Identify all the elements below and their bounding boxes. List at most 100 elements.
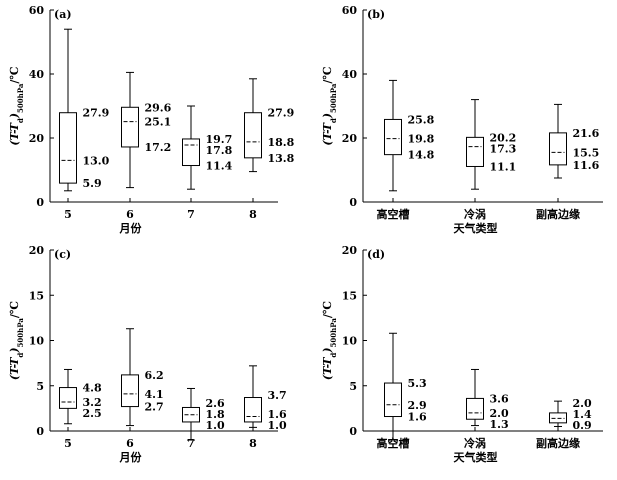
panel-label: (d) xyxy=(367,248,385,261)
x-category-label: 8 xyxy=(249,208,257,221)
box-3: 2.01.40.9 xyxy=(549,397,592,432)
value-label-q3: 5.3 xyxy=(408,377,427,390)
value-label-q1: 2.7 xyxy=(145,401,164,414)
value-label-q3: 20.2 xyxy=(490,131,517,144)
box-iqr xyxy=(384,118,402,156)
value-label-q1: 0.9 xyxy=(573,419,592,432)
value-label-median: 25.1 xyxy=(145,116,172,129)
x-axis-title: 月份 xyxy=(119,221,143,235)
value-label-median: 1.6 xyxy=(268,408,287,421)
y-tick-label: 10 xyxy=(342,335,358,348)
x-category-label: 高空槽 xyxy=(377,436,410,450)
value-label-q3: 2.0 xyxy=(573,397,592,410)
box-2: 6.2 4.12.7 xyxy=(121,328,164,427)
x-category-label: 副高边缘 xyxy=(536,207,580,221)
value-label-median: 3.2 xyxy=(83,396,102,409)
y-tick-label: 60 xyxy=(342,4,358,17)
box-1: 25.8 19.8 14.8 xyxy=(384,79,435,192)
value-label-median: 17.3 xyxy=(490,142,517,155)
y-tick-label: 20 xyxy=(342,244,358,257)
x-axis-title: 天气类型 xyxy=(454,450,498,464)
value-label-q1: 1.0 xyxy=(268,419,287,432)
y-tick-label: 0 xyxy=(36,425,44,438)
x-category-label: 7 xyxy=(187,208,195,221)
x-category-label: 7 xyxy=(187,437,195,450)
y-tick-label: 15 xyxy=(342,289,357,302)
y-tick-label: 0 xyxy=(349,425,357,438)
value-label-median: 15.5 xyxy=(573,146,600,159)
y-axis-title: (T-Td)500hPa/℃ xyxy=(321,301,338,380)
value-label-median: 19.8 xyxy=(408,133,435,146)
value-label-q1: 13.8 xyxy=(268,152,295,165)
x-category-label: 高空槽 xyxy=(377,207,410,221)
x-category-label: 5 xyxy=(64,208,72,221)
value-label-median: 18.8 xyxy=(268,136,295,149)
value-label-q1: 11.6 xyxy=(573,159,600,172)
box-1: 5.3 2.91.6 xyxy=(384,332,427,441)
value-label-median: 2.9 xyxy=(408,399,427,412)
panel-label: (b) xyxy=(367,8,385,21)
value-label-median: 2.0 xyxy=(490,407,509,420)
value-label-q3: 21.6 xyxy=(573,127,600,140)
y-tick-label: 0 xyxy=(349,196,357,209)
box-3: 19.717.8 11.4 xyxy=(182,105,233,190)
value-label-q1: 1.0 xyxy=(206,419,225,432)
box-iqr xyxy=(59,112,77,184)
x-axis-title: 月份 xyxy=(119,450,143,464)
box-iqr xyxy=(121,106,139,148)
x-category-label: 副高边缘 xyxy=(536,436,580,450)
y-axis-title: (T-Td)500hPa/℃ xyxy=(8,301,25,380)
box-iqr xyxy=(244,397,262,423)
y-tick-label: 0 xyxy=(36,196,44,209)
value-label-q3: 4.8 xyxy=(83,382,102,395)
box-iqr xyxy=(182,138,200,167)
value-label-median: 4.1 xyxy=(145,388,164,401)
value-label-q1: 5.9 xyxy=(83,177,102,190)
value-label-q1: 14.8 xyxy=(408,149,435,162)
box-iqr xyxy=(59,387,77,409)
box-iqr xyxy=(549,132,567,166)
panel-label: (c) xyxy=(54,248,71,261)
value-label-q3: 19.7 xyxy=(206,133,233,146)
value-label-q1: 1.6 xyxy=(408,411,427,424)
box-iqr xyxy=(466,136,484,167)
box-iqr xyxy=(244,112,262,159)
box-1: 4.83.22.5 xyxy=(59,368,102,425)
y-axis-title: (T-Td)500hPa/℃ xyxy=(8,66,25,145)
box-2: 29.6 25.1 17.2 xyxy=(121,71,172,189)
value-label-median: 1.8 xyxy=(206,408,225,421)
value-label-q3: 27.9 xyxy=(83,107,110,120)
panel-1: 0 20 40 60 (a) (T-Td)500hPa/℃ 5 6 7 8 月份 27.9 13.0 5.… xyxy=(8,4,295,235)
panel-3: 0 5 10 15 20 (c) (T-Td)500hPa/℃ 5 6 7 8 月份 4.83.22.5… xyxy=(8,244,287,464)
y-tick-label: 40 xyxy=(29,68,45,81)
value-label-q1: 11.4 xyxy=(206,160,233,173)
x-category-label: 8 xyxy=(249,437,257,450)
x-axis-title: 天气类型 xyxy=(454,221,498,235)
y-tick-label: 10 xyxy=(29,335,45,348)
y-axis-title: (T-Td)500hPa/℃ xyxy=(321,66,338,145)
value-label-q3: 3.6 xyxy=(490,392,509,405)
value-label-q3: 29.6 xyxy=(145,101,172,114)
value-label-median: 1.4 xyxy=(573,408,592,421)
y-tick-label: 5 xyxy=(36,380,44,393)
value-label-q1: 17.2 xyxy=(145,141,172,154)
value-label-median: 13.0 xyxy=(83,154,110,167)
x-category-label: 6 xyxy=(126,437,134,450)
panel-label: (a) xyxy=(54,8,72,21)
x-category-label: 5 xyxy=(64,437,72,450)
x-category-label: 冷涡 xyxy=(464,436,486,450)
x-category-label: 冷涡 xyxy=(464,207,486,221)
box-1: 27.9 13.0 5.9 xyxy=(59,28,110,192)
y-tick-label: 15 xyxy=(29,289,44,302)
value-label-q3: 3.7 xyxy=(268,389,287,402)
box-iqr xyxy=(121,374,139,408)
y-tick-label: 60 xyxy=(29,4,45,17)
y-tick-label: 20 xyxy=(342,132,358,145)
value-label-q3: 2.6 xyxy=(206,397,225,410)
value-label-q3: 27.9 xyxy=(268,107,295,120)
y-tick-label: 20 xyxy=(29,244,45,257)
box-3: 21.6 15.511.6 xyxy=(549,103,600,179)
